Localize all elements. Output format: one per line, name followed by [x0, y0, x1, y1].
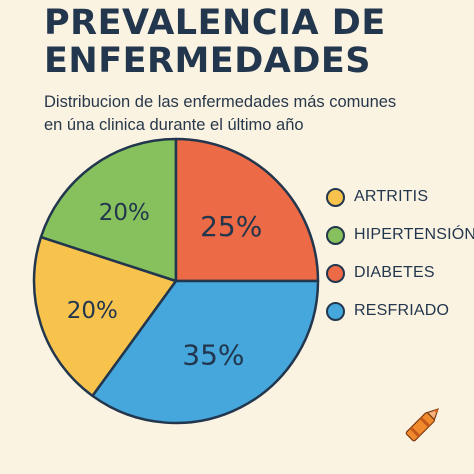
slice-label-diabetes: 25%	[200, 210, 262, 243]
chart-title: PREVALENCIA DE ENFERMEDADES	[44, 4, 386, 80]
legend-item-hipertension: HIPERTENSIÓN	[326, 216, 474, 254]
pie-slice-hipertension	[39, 137, 178, 283]
legend-swatch-hipertension	[326, 225, 345, 245]
legend-label-hipertension: HIPERTENSIÓN	[354, 226, 474, 243]
legend-item-resfriado: RESFRIADO	[326, 292, 474, 330]
legend-label-resfriado: RESFRIADO	[354, 302, 450, 319]
legend-swatch-resfriado	[326, 301, 345, 321]
chart-subtitle-line-2: en úna clinica durante el último año	[44, 116, 304, 134]
chart-subtitle: Distribucion de las enfermedades más com…	[44, 91, 464, 137]
legend: ARTRITIS HIPERTENSIÓN DIABETES RESFRIADO	[326, 178, 474, 330]
pie-slice-artritis	[32, 235, 178, 398]
chart-subtitle-line-1: Distribucion de las enfermedades más com…	[44, 93, 397, 111]
chart-title-line-1: PREVALENCIA DE	[44, 3, 386, 43]
slice-label-resfriado: 35%	[182, 338, 244, 371]
legend-label-artritis: ARTRITIS	[354, 188, 429, 205]
legend-swatch-diabetes	[326, 263, 345, 283]
legend-item-artritis: ARTRITIS	[326, 178, 474, 216]
pie-slice-diabetes	[174, 137, 320, 283]
legend-swatch-artritis	[326, 187, 345, 207]
chart-title-line-2: ENFERMEDADES	[44, 41, 372, 81]
legend-label-diabetes: DIABETES	[354, 264, 435, 281]
slice-label-artritis: 20%	[67, 298, 118, 324]
slice-label-hipertension: 20%	[99, 200, 150, 226]
pie-slice-resfriado	[91, 279, 320, 425]
legend-item-diabetes: DIABETES	[326, 254, 474, 292]
